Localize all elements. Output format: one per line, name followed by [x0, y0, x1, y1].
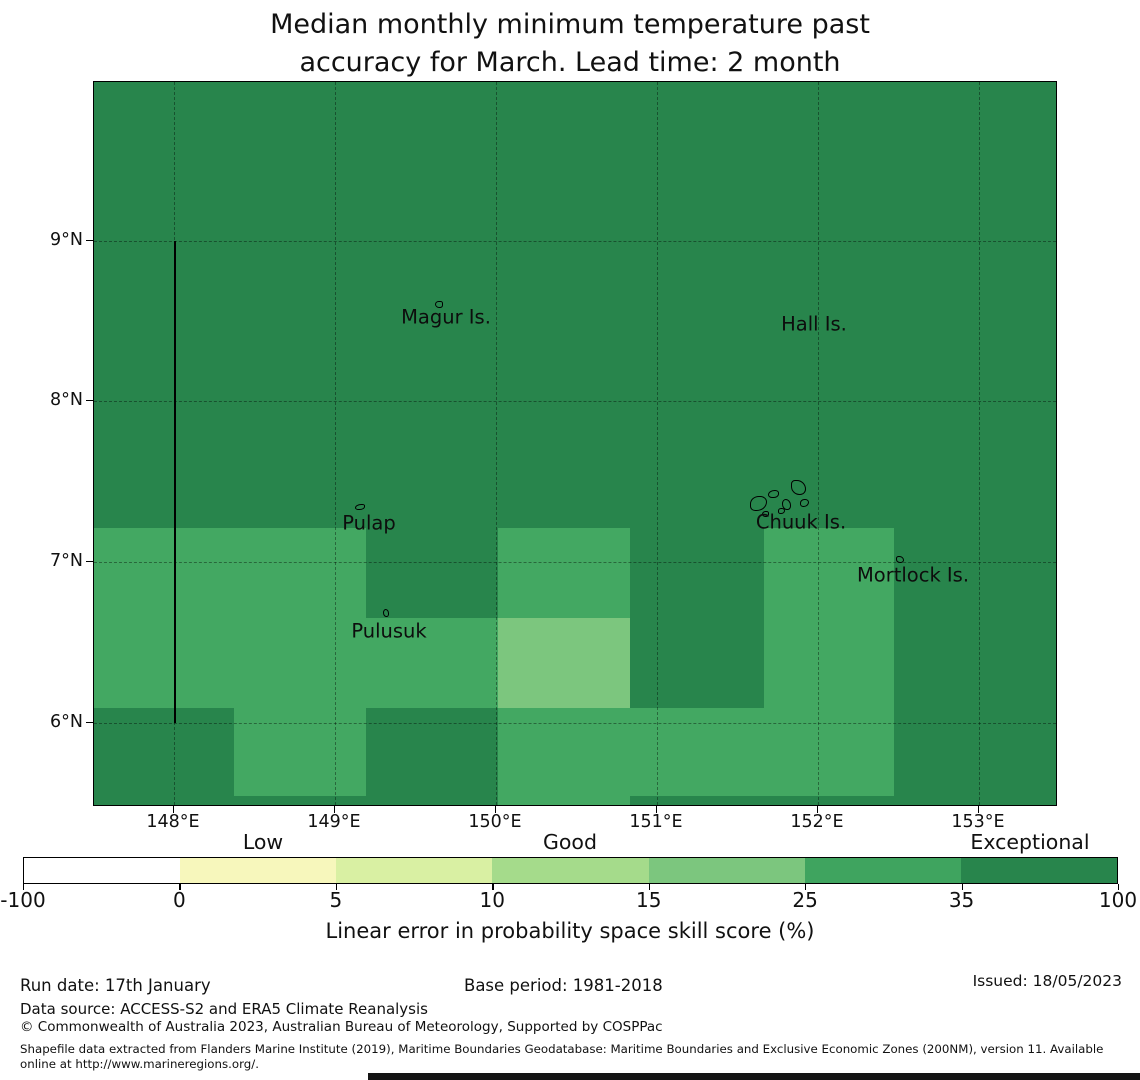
skill-cell [498, 708, 894, 796]
colorbar-tick-label: 15 [635, 888, 662, 912]
colorbar-tick-mark [492, 884, 494, 890]
island-label: Hall Is. [781, 312, 847, 336]
gridline-vertical [818, 82, 819, 805]
footer-copyright: © Commonwealth of Australia 2023, Austra… [20, 1019, 663, 1035]
colorbar-tick-mark [179, 884, 181, 890]
x-axis-tick-mark [817, 806, 819, 813]
island-outline [750, 496, 767, 511]
skill-cell [764, 528, 894, 708]
x-axis-tick-mark [495, 806, 497, 813]
colorbar-tick-mark [961, 884, 963, 890]
chart-title: Median monthly minimum temperature past … [0, 6, 1140, 82]
colorbar-segment [492, 858, 649, 883]
colorbar-axis-label: Linear error in probability space skill … [325, 919, 815, 943]
colorbar-segment [336, 858, 493, 883]
colorbar-tick-label: 100 [1098, 888, 1138, 912]
footer-base-period: Base period: 1981-2018 [464, 976, 663, 995]
footer-data-source: Data source: ACCESS-S2 and ERA5 Climate … [20, 1000, 428, 1018]
island-label: Chuuk Is. [755, 510, 847, 534]
footer-shapefile-note: Shapefile data extracted from Flanders M… [20, 1042, 1104, 1071]
colorbar-category-label: Good [543, 830, 597, 854]
colorbar-tick-label: 5 [329, 888, 343, 912]
colorbar [23, 857, 1118, 884]
gridline-horizontal [94, 723, 1056, 724]
x-axis-tick-label: 148°E [146, 812, 200, 832]
island-label: Magur Is. [401, 305, 491, 329]
x-axis-tick-mark [173, 806, 175, 813]
colorbar-segment [648, 858, 805, 883]
colorbar-tick-label: 25 [792, 888, 818, 912]
x-axis-tick-label: 150°E [468, 812, 522, 832]
bottom-black-bar [368, 1073, 1140, 1080]
island-outline [896, 556, 904, 563]
y-axis-tick-mark [86, 561, 93, 563]
island-outline [383, 609, 389, 617]
skill-cell [94, 528, 366, 618]
gridline-vertical [979, 82, 980, 805]
island-outline [762, 511, 769, 517]
island-outline [791, 480, 806, 495]
x-axis-tick-label: 152°E [790, 812, 844, 832]
x-axis-tick-label: 151°E [629, 812, 683, 832]
colorbar-tick-label: 10 [479, 888, 506, 912]
colorbar-segment [960, 858, 1117, 883]
gridline-vertical [657, 82, 658, 805]
footer-issued: Issued: 18/05/2023 [972, 972, 1122, 990]
eez-boundary-line [174, 241, 176, 723]
colorbar-category-label: Exceptional [970, 830, 1090, 854]
x-axis-tick-label: 149°E [307, 812, 361, 832]
y-axis-tick-label: 7°N [50, 551, 83, 571]
island-outline [778, 508, 785, 514]
gridline-horizontal [94, 562, 1056, 563]
island-outline [355, 504, 365, 510]
x-axis-tick-label: 153°E [951, 812, 1005, 832]
footer-run-date: Run date: 17th January [20, 976, 211, 995]
y-axis-tick-label: 8°N [50, 390, 83, 410]
y-axis-tick-mark [86, 240, 93, 242]
colorbar-tick-mark [335, 884, 338, 890]
x-axis-tick-mark [656, 806, 658, 813]
colorbar-tick-mark [1118, 884, 1120, 890]
gridline-horizontal [94, 241, 1056, 242]
skill-cell [234, 708, 366, 796]
skill-cell [498, 528, 630, 618]
island-label: Pulusuk [351, 619, 427, 643]
island-label: Pulap [342, 511, 396, 535]
colorbar-tick-mark [23, 884, 25, 890]
island-outline [800, 499, 809, 507]
colorbar-tick-mark [805, 884, 807, 890]
colorbar-category-label: Low [242, 830, 284, 854]
colorbar-tick-label: 35 [948, 888, 975, 912]
y-axis-tick-label: 9°N [50, 230, 83, 250]
colorbar-segment [180, 858, 337, 883]
skill-cell [498, 618, 630, 708]
colorbar-segment [24, 858, 181, 883]
island-outline [768, 490, 779, 498]
map-plot-area: Magur Is. Hall Is. Pulap Chuuk Is. Mortlock … [93, 81, 1057, 806]
chart-title-line2: accuracy for March. Lead time: 2 month [299, 47, 841, 78]
gridline-vertical [335, 82, 336, 805]
x-axis-tick-mark [334, 806, 336, 813]
chart-title-line1: Median monthly minimum temperature past [270, 9, 870, 40]
gridline-horizontal [94, 401, 1056, 402]
y-axis-tick-mark [86, 400, 93, 402]
island-label: Mortlock Is. [856, 563, 970, 587]
x-axis-tick-mark [978, 806, 980, 813]
gridline-vertical [496, 82, 497, 805]
colorbar-tick-mark [648, 884, 650, 890]
colorbar-tick-label: -100 [0, 888, 46, 912]
colorbar-segment [804, 858, 961, 883]
y-axis-tick-label: 6°N [50, 712, 83, 732]
island-outline [435, 301, 443, 308]
skill-cell [94, 618, 498, 708]
y-axis-tick-mark [86, 722, 93, 724]
island-outline [782, 499, 791, 510]
colorbar-tick-label: 0 [173, 888, 186, 912]
skill-cell [498, 796, 630, 805]
